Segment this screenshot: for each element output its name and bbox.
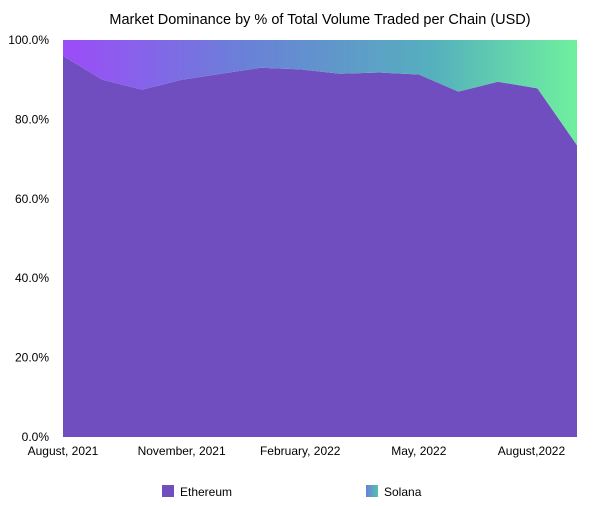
x-tick-label: May, 2022	[391, 444, 446, 458]
legend-label: Ethereum	[180, 485, 232, 499]
x-tick-label: August,2022	[498, 444, 566, 458]
y-tick-label: 40.0%	[15, 271, 49, 285]
y-tick-label: 0.0%	[22, 430, 50, 444]
y-axis: 0.0% 20.0% 40.0% 60.0% 80.0% 100.0%	[8, 33, 49, 444]
y-tick-label: 80.0%	[15, 112, 49, 126]
x-tick-label: November, 2021	[138, 444, 226, 458]
x-axis: August, 2021 November, 2021 February, 2022…	[28, 444, 566, 458]
legend: Ethereum Solana	[162, 485, 422, 499]
area-series-ethereum	[63, 55, 577, 437]
x-tick-label: August, 2021	[28, 444, 99, 458]
y-tick-label: 20.0%	[15, 351, 49, 365]
legend-label: Solana	[384, 485, 422, 499]
area-series-solana	[63, 40, 577, 146]
legend-item-solana: Solana	[366, 485, 422, 499]
x-tick-label: February, 2022	[260, 444, 341, 458]
chart-title: Market Dominance by % of Total Volume Tr…	[109, 12, 530, 28]
legend-item-ethereum: Ethereum	[162, 485, 232, 499]
y-tick-label: 60.0%	[15, 192, 49, 206]
legend-swatch	[366, 485, 378, 497]
y-tick-label: 100.0%	[8, 33, 49, 47]
plot-area	[63, 40, 577, 437]
legend-swatch	[162, 485, 174, 497]
